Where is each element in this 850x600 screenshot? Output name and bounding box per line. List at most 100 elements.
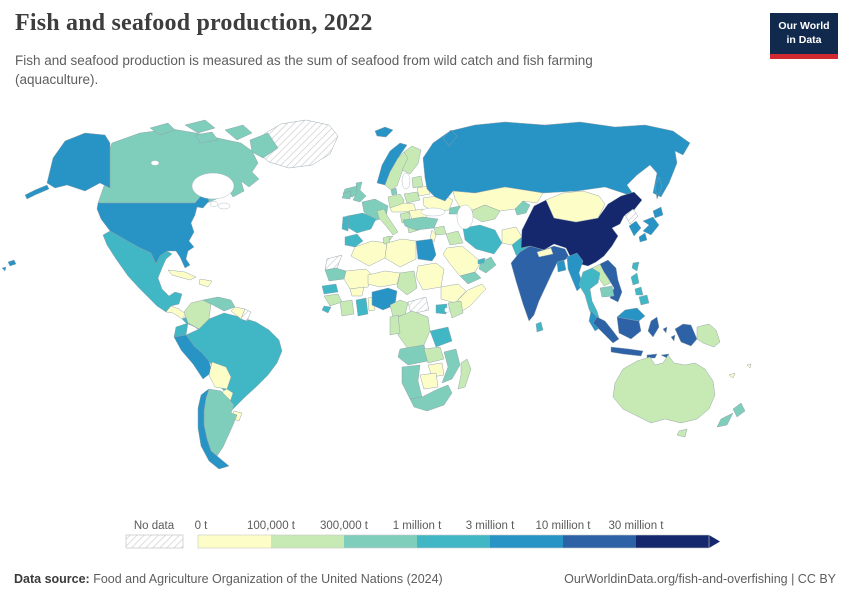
country-iran[interactable] xyxy=(462,224,503,255)
country-cambodia[interactable] xyxy=(599,285,615,298)
legend-segment-2[interactable] xyxy=(344,535,417,548)
country-denmark[interactable] xyxy=(390,187,398,196)
country-novaya-zemlya[interactable] xyxy=(442,129,458,147)
country-sri-lanka[interactable] xyxy=(535,321,544,333)
country-philippines-mindanao[interactable] xyxy=(638,294,650,306)
country-egypt[interactable] xyxy=(415,238,437,262)
country-ireland[interactable] xyxy=(341,190,352,200)
country-kalimantan[interactable] xyxy=(616,316,642,340)
country-namibia[interactable] xyxy=(401,364,423,400)
country-japan-hokkaido[interactable] xyxy=(652,206,664,219)
country-india[interactable] xyxy=(510,245,570,322)
country-senegal[interactable] xyxy=(321,283,339,295)
license-link[interactable]: OurWorldinData.org/fish-and-overfishing … xyxy=(564,572,836,586)
country-japan-kyushu[interactable] xyxy=(638,232,648,243)
legend-segment-5[interactable] xyxy=(563,535,636,548)
country-zambia[interactable] xyxy=(423,346,445,364)
legend-no-data-swatch[interactable] xyxy=(125,534,184,549)
country-canada-arctic1[interactable] xyxy=(149,122,176,136)
country-canada-baffin[interactable] xyxy=(249,132,279,159)
country-mauritania[interactable] xyxy=(324,267,347,282)
country-burkina-faso[interactable] xyxy=(349,286,365,297)
country-ghana[interactable] xyxy=(355,297,369,317)
country-syria[interactable] xyxy=(433,225,447,236)
country-philippines-luzon[interactable] xyxy=(630,272,640,286)
country-botswana[interactable] xyxy=(419,372,439,390)
country-niger[interactable] xyxy=(367,270,401,288)
country-tanzania[interactable] xyxy=(429,326,453,348)
legend-segment-6[interactable] xyxy=(636,535,709,548)
country-java[interactable] xyxy=(610,346,644,357)
country-kyrgyzstan-tajikistan[interactable] xyxy=(514,200,531,216)
country-colombia[interactable] xyxy=(183,299,212,330)
country-iraq[interactable] xyxy=(445,230,464,246)
country-sudan[interactable] xyxy=(415,262,445,291)
country-drc[interactable] xyxy=(397,310,431,350)
country-new-caledonia[interactable] xyxy=(728,372,736,379)
country-greenland[interactable] xyxy=(257,119,339,169)
country-bangladesh[interactable] xyxy=(556,259,567,273)
country-alaska[interactable] xyxy=(46,132,111,192)
country-japan-honshu[interactable] xyxy=(642,216,660,236)
country-taiwan[interactable] xyxy=(631,261,640,272)
country-nz-north[interactable] xyxy=(732,402,746,418)
country-north-korea[interactable] xyxy=(624,208,639,225)
country-south-sudan[interactable] xyxy=(407,296,430,315)
country-finland[interactable] xyxy=(401,145,422,175)
country-russia[interactable] xyxy=(422,121,691,202)
country-maluku[interactable] xyxy=(662,326,676,342)
country-sierra-leone[interactable] xyxy=(321,305,332,314)
country-fiji[interactable] xyxy=(746,363,752,369)
country-angola[interactable] xyxy=(397,344,429,366)
country-canada-arctic4[interactable] xyxy=(194,131,219,144)
country-congo-gabon[interactable] xyxy=(389,314,401,336)
country-south-korea[interactable] xyxy=(628,220,642,237)
country-portugal[interactable] xyxy=(341,215,350,232)
country-philippines-visayas[interactable] xyxy=(634,286,644,296)
country-chile[interactable] xyxy=(197,388,230,470)
legend-segment-3[interactable] xyxy=(417,535,490,548)
legend-segment-1[interactable] xyxy=(271,535,344,548)
country-ethiopia[interactable] xyxy=(440,283,467,304)
legend-segment-4[interactable] xyxy=(490,535,563,548)
country-peru[interactable] xyxy=(173,334,213,380)
country-nz-south[interactable] xyxy=(716,412,734,428)
legend-segment-0[interactable] xyxy=(198,535,271,548)
country-guinea[interactable] xyxy=(323,293,343,307)
country-mongolia[interactable] xyxy=(545,190,606,223)
country-morocco[interactable] xyxy=(344,233,364,248)
country-ivory-coast[interactable] xyxy=(339,299,355,317)
country-yemen[interactable] xyxy=(459,271,482,285)
country-aleutians[interactable] xyxy=(24,184,50,200)
country-french-guiana[interactable] xyxy=(240,308,252,322)
country-canada[interactable] xyxy=(97,128,260,204)
country-libya[interactable] xyxy=(384,238,417,268)
country-poland[interactable] xyxy=(403,191,421,204)
country-sakhalin[interactable] xyxy=(654,176,663,200)
country-uk[interactable] xyxy=(352,181,367,203)
country-mozambique[interactable] xyxy=(441,348,461,384)
country-thailand[interactable] xyxy=(578,267,601,324)
country-saudi-arabia[interactable] xyxy=(442,245,482,277)
country-uae[interactable] xyxy=(477,257,486,265)
country-uganda[interactable] xyxy=(435,303,448,315)
country-cuba[interactable] xyxy=(167,269,197,281)
country-hawaii[interactable] xyxy=(1,259,17,272)
country-vietnam[interactable] xyxy=(599,259,623,303)
country-south-africa[interactable] xyxy=(409,384,453,412)
country-madagascar[interactable] xyxy=(457,358,472,390)
country-cameroon[interactable] xyxy=(389,299,409,318)
country-sulawesi[interactable] xyxy=(647,316,660,338)
country-west-papua[interactable] xyxy=(674,323,698,347)
country-hispaniola[interactable] xyxy=(198,278,213,288)
country-mexico[interactable] xyxy=(102,230,183,313)
country-canada-arctic2[interactable] xyxy=(184,119,216,134)
country-canada-arctic3[interactable] xyxy=(224,124,253,141)
country-baltics[interactable] xyxy=(411,175,424,189)
country-papua-new-guinea[interactable] xyxy=(696,323,721,348)
country-svalbard[interactable] xyxy=(374,126,394,138)
country-western-sahara[interactable] xyxy=(324,254,343,271)
country-italy[interactable] xyxy=(376,208,399,241)
country-nepal[interactable] xyxy=(536,247,554,258)
country-sumatra[interactable] xyxy=(592,316,620,344)
